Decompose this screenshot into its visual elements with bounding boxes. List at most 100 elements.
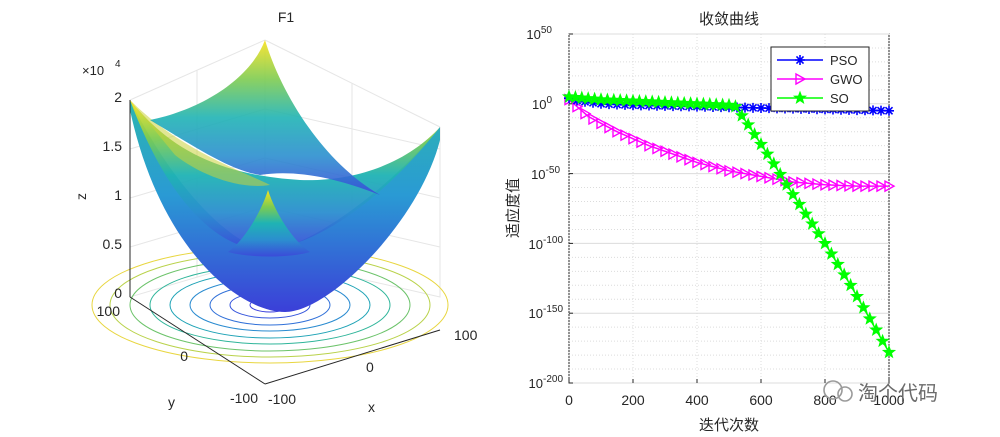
marker-so: [856, 300, 871, 314]
x-axis-label-conv: 迭代次数: [699, 416, 759, 434]
watermark-text: 淘个代码: [858, 381, 938, 405]
convergence-title: 收敛曲线: [699, 10, 759, 28]
legend-label-so: SO: [830, 91, 849, 106]
y-tick-base: 10: [531, 167, 545, 182]
x-tick-label: 600: [749, 392, 773, 408]
y-tick-base: 10: [529, 376, 543, 391]
surface-plot: F1 ×10 4 2 1.5 1 0.5 0 z 100 0 -100 y -1…: [73, 9, 478, 415]
marker-gwo: [588, 112, 600, 126]
marker-gwo: [660, 145, 672, 158]
marker-so: [734, 108, 749, 122]
marker-pso: [740, 102, 750, 113]
marker-so: [741, 117, 756, 131]
z-tick-label: 0.5: [103, 236, 123, 252]
marker-so: [792, 90, 808, 105]
marker-gwo: [620, 129, 632, 142]
y-tick-label: -100: [230, 390, 258, 406]
z-tick-labels: 2 1.5 1 0.5 0: [103, 89, 123, 301]
legend-label-gwo: GWO: [830, 72, 863, 87]
marker-gwo: [596, 117, 608, 130]
watermark: 淘个代码: [823, 380, 938, 405]
marker-so: [817, 235, 833, 250]
marker-so: [773, 166, 788, 181]
marker-gwo: [724, 164, 736, 177]
marker-pso: [756, 102, 766, 113]
marker-pso: [884, 105, 894, 116]
marker-gwo: [844, 179, 856, 193]
x-tick-label: 200: [621, 392, 645, 408]
marker-so: [785, 187, 801, 201]
marker-so: [760, 146, 775, 161]
z-tick-label: 1: [114, 187, 122, 203]
marker-gwo: [876, 179, 888, 193]
marker-gwo: [612, 125, 624, 138]
x-tick-label: 800: [813, 392, 837, 408]
marker-gwo: [868, 179, 880, 193]
y-tick-exponent: -150: [543, 304, 563, 315]
marker-so: [869, 322, 884, 336]
marker-so: [792, 196, 807, 211]
y-tick-labels-log: 1050 100 10-50 10-100 10-150 10-200: [526, 25, 563, 391]
marker-so: [798, 206, 813, 221]
marker-gwo: [804, 177, 816, 190]
x-tick-label: -100: [268, 391, 296, 407]
y-tick-labels: 100 0 -100: [97, 303, 259, 406]
marker-gwo: [732, 166, 744, 179]
marker-pso: [604, 99, 614, 110]
marker-gwo: [884, 179, 896, 193]
z-exponent-base: ×10: [82, 63, 104, 78]
y-axis-label: y: [168, 394, 175, 410]
z-exponent-power: 4: [115, 59, 121, 70]
marker-so: [849, 289, 865, 303]
series-line-gwo: [568, 99, 889, 187]
marker-so: [862, 311, 877, 325]
x-axis-label: x: [368, 399, 375, 415]
tick-marks: [568, 33, 890, 384]
grid-lines: [568, 33, 890, 384]
y-tick-label: 100: [532, 95, 552, 112]
y-tick-exponent: -100: [543, 235, 563, 246]
z-tick-label: 0: [114, 285, 122, 301]
y-tick-label: 10-150: [529, 304, 564, 321]
y-tick-label: 1050: [526, 25, 552, 42]
y-tick-label: 10-100: [529, 235, 564, 252]
convergence-chart: 收敛曲线 1050 100 10-50 10-100 10-150 10-200…: [504, 10, 905, 434]
marker-gwo: [644, 139, 656, 152]
marker-gwo: [604, 121, 616, 134]
marker-gwo: [812, 177, 824, 191]
marker-so: [875, 333, 890, 348]
marker-gwo: [748, 168, 760, 182]
z-tick-label: 1.5: [103, 138, 123, 154]
y-tick-exponent: -50: [546, 165, 561, 176]
marker-gwo: [652, 142, 664, 155]
marker-gwo: [788, 175, 800, 189]
z-axis-label: z: [73, 193, 89, 200]
marker-gwo: [684, 153, 696, 166]
marker-gwo: [580, 107, 592, 120]
marker-pso: [795, 55, 805, 65]
y-tick-exponent: 50: [541, 25, 553, 36]
marker-gwo: [820, 178, 832, 191]
marker-pso: [748, 102, 758, 113]
marker-pso: [868, 105, 878, 116]
x-tick-label: 0: [565, 392, 573, 408]
y-tick-label: 10-200: [529, 374, 564, 391]
x-tick-label: 400: [685, 392, 709, 408]
marker-so: [728, 99, 743, 113]
marker-gwo: [700, 158, 712, 171]
marker-so: [779, 177, 794, 191]
legend: PSO GWO SO: [770, 46, 870, 112]
marker-gwo: [828, 178, 840, 192]
z-exponent-label: ×10 4: [82, 59, 121, 78]
axis-lines: [129, 100, 441, 385]
marker-gwo: [852, 179, 864, 193]
marker-gwo: [708, 160, 720, 173]
y-tick-base: 10: [529, 237, 543, 252]
marker-gwo: [676, 150, 688, 164]
x-tick-label: 1000: [873, 392, 904, 408]
y-axis-label-conv: 适应度值: [504, 178, 522, 238]
y-tick-base: 10: [526, 27, 540, 42]
marker-so: [843, 277, 858, 292]
marker-so: [766, 156, 781, 170]
